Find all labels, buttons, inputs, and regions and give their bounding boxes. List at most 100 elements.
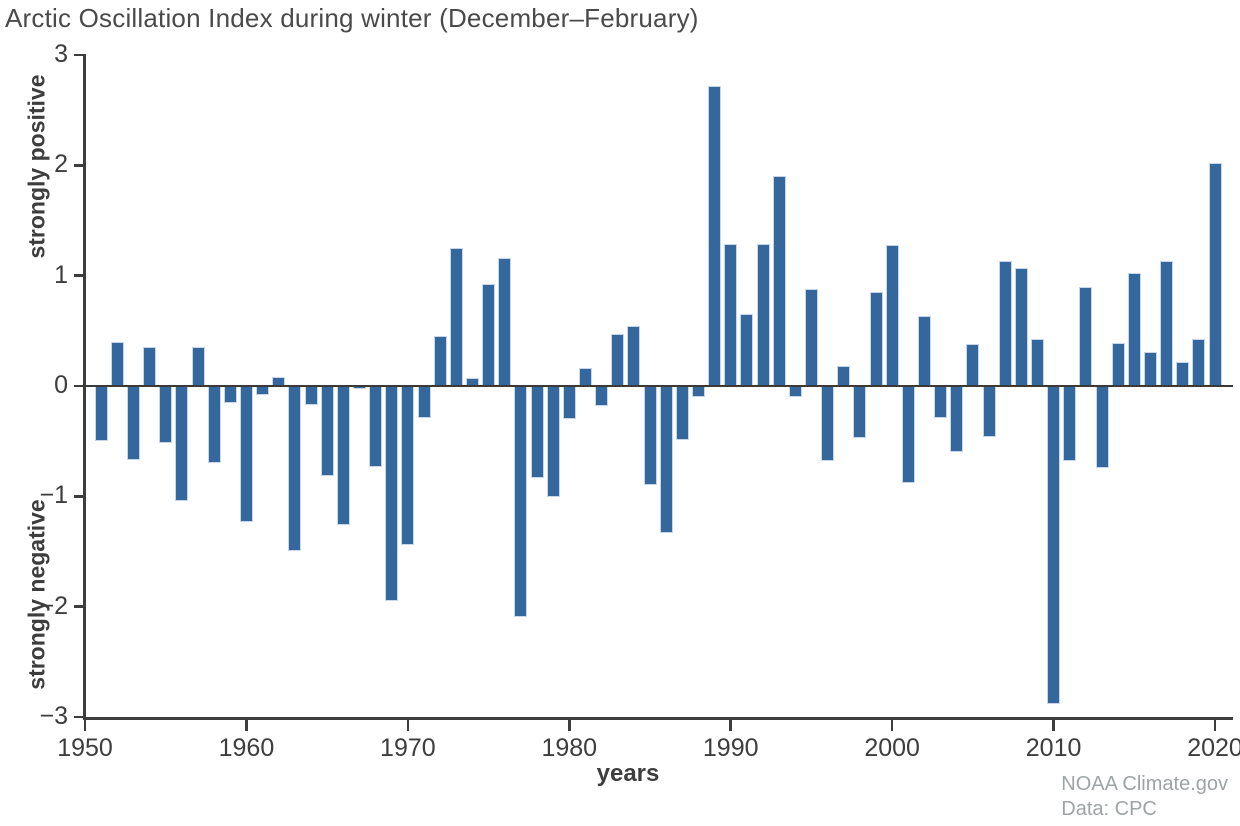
- y-tick: [74, 605, 83, 608]
- bar-2020: [1208, 163, 1222, 386]
- bar-2005: [966, 344, 980, 386]
- bar-1988: [691, 386, 705, 398]
- bar-2014: [1111, 342, 1125, 386]
- x-tick-label: 2010: [1025, 734, 1082, 762]
- bar-1994: [788, 386, 802, 398]
- credit-data-source: Data: CPC: [1061, 798, 1157, 820]
- bar-2006: [982, 386, 996, 437]
- y-tick-label: 0: [54, 371, 68, 399]
- bar-2009: [1030, 338, 1044, 386]
- bar-2002: [917, 316, 931, 386]
- bar-1952: [110, 341, 124, 386]
- bar-2018: [1176, 361, 1190, 386]
- x-tick: [1213, 719, 1217, 731]
- bar-1984: [627, 326, 641, 386]
- bar-1982: [595, 386, 609, 406]
- y-tick: [74, 495, 83, 498]
- bar-1970: [401, 386, 415, 545]
- bar-1961: [256, 386, 270, 395]
- bar-1998: [853, 386, 867, 438]
- bar-1963: [288, 386, 302, 552]
- bar-1979: [546, 386, 560, 498]
- bar-1991: [740, 314, 754, 386]
- bar-1956: [175, 386, 189, 501]
- bar-1977: [514, 386, 528, 617]
- bar-1996: [821, 386, 835, 462]
- y-tick: [74, 53, 83, 57]
- x-tick: [1052, 719, 1055, 731]
- bar-1999: [869, 292, 883, 386]
- y-axis-label-positive: strongly positive: [23, 74, 50, 259]
- bar-1969: [385, 386, 399, 602]
- bar-1965: [320, 386, 334, 477]
- x-tick: [83, 719, 87, 731]
- y-tick-label: 2: [54, 150, 68, 179]
- bar-1973: [449, 248, 463, 386]
- bar-1993: [772, 176, 786, 386]
- x-tick: [568, 719, 571, 731]
- bar-2007: [998, 261, 1012, 386]
- x-tick-label: 2020: [1187, 734, 1240, 762]
- bar-1955: [159, 386, 173, 444]
- y-axis-label-negative: strongly negative: [23, 499, 50, 690]
- chart-title: Arctic Oscillation Index during winter (…: [5, 3, 699, 33]
- credit-block: NOAA Climate.gov Data: CPC: [1061, 772, 1228, 822]
- bar-1954: [143, 347, 157, 386]
- bar-1997: [837, 366, 851, 386]
- bar-2013: [1095, 386, 1109, 468]
- bar-1986: [659, 386, 673, 533]
- zero-line: [83, 384, 1233, 388]
- x-tick-label: 1980: [541, 734, 598, 762]
- bar-1971: [417, 386, 431, 418]
- bar-2008: [1014, 267, 1028, 386]
- bar-2011: [1063, 386, 1077, 462]
- bar-1989: [708, 85, 722, 386]
- bar-2017: [1160, 261, 1174, 386]
- bar-1980: [562, 386, 576, 420]
- bar-1966: [336, 386, 350, 526]
- y-tick-label: −1: [39, 481, 68, 510]
- bar-1981: [578, 368, 592, 386]
- bar-1958: [207, 386, 221, 464]
- y-tick: [74, 164, 83, 167]
- bar-1983: [611, 334, 625, 386]
- bar-2016: [1143, 351, 1157, 386]
- bar-2000: [885, 244, 899, 386]
- y-tick-label: 3: [54, 40, 68, 68]
- x-axis-line: [83, 717, 1233, 720]
- bar-2019: [1192, 338, 1206, 386]
- bar-1959: [223, 386, 237, 403]
- bar-1995: [804, 288, 818, 386]
- x-tick: [406, 719, 410, 731]
- x-tick-label: 1970: [380, 734, 436, 762]
- bar-1985: [643, 386, 657, 486]
- bar-1972: [433, 336, 447, 386]
- bar-2004: [950, 386, 964, 453]
- x-tick: [245, 719, 248, 731]
- credit-noaa: NOAA Climate.gov: [1061, 773, 1228, 795]
- y-tick: [74, 274, 83, 277]
- bar-1990: [724, 243, 738, 386]
- y-tick: [74, 715, 83, 719]
- bar-2003: [934, 386, 948, 418]
- bar-1978: [530, 386, 544, 478]
- bar-1992: [756, 243, 770, 386]
- x-axis-label: years: [596, 760, 660, 787]
- bar-1960: [239, 386, 253, 522]
- bar-1957: [191, 347, 205, 386]
- x-tick-label: 2000: [864, 734, 920, 762]
- bar-1964: [304, 386, 318, 405]
- x-tick-label: 1990: [702, 734, 759, 762]
- x-tick: [890, 719, 894, 731]
- bar-2010: [1047, 386, 1061, 704]
- y-tick-label: 1: [54, 260, 68, 289]
- x-tick-label: 1950: [57, 734, 113, 762]
- bar-1976: [498, 258, 512, 386]
- bar-1953: [126, 386, 140, 460]
- x-tick-label: 1960: [218, 734, 275, 762]
- y-tick: [74, 384, 83, 388]
- bar-2015: [1127, 273, 1141, 386]
- x-tick: [729, 719, 732, 731]
- bar-2012: [1079, 286, 1093, 386]
